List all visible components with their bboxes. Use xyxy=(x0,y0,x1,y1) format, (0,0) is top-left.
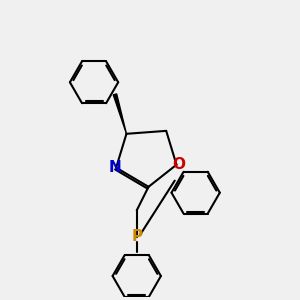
Text: P: P xyxy=(131,230,142,244)
Text: O: O xyxy=(172,157,185,172)
Polygon shape xyxy=(113,94,126,134)
Text: N: N xyxy=(108,160,121,175)
